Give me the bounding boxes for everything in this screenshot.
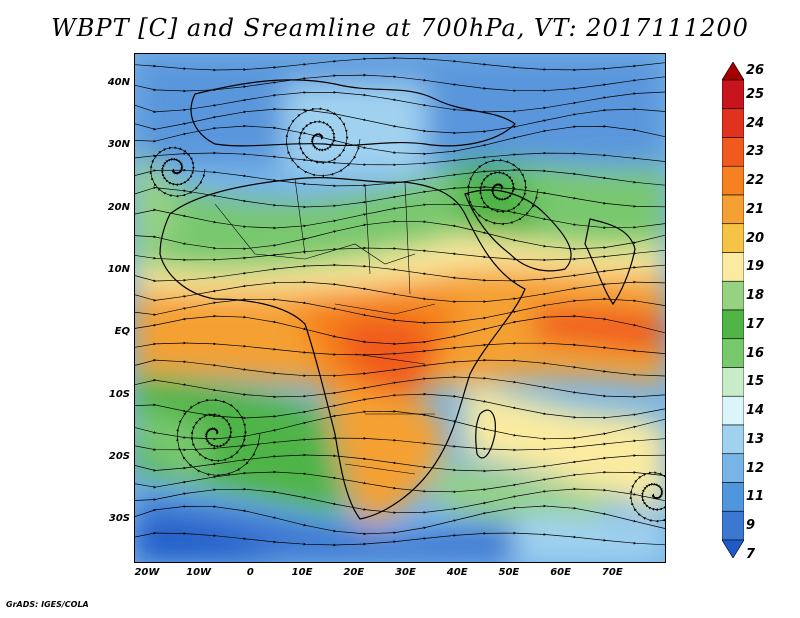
colorbar-segment [722,510,744,541]
streamline [135,263,665,283]
streamline [135,185,665,209]
colorbar-bottom-arrow [722,539,744,558]
lon-tick-label: 10W [186,567,212,578]
colorbar-label: 21 [746,201,765,217]
colorbar [722,62,744,558]
lon-tick-label: 30E [395,567,416,578]
streamline [135,375,665,399]
colorbar-segment [722,367,744,397]
colorbar-label: 20 [746,230,765,246]
colorbar-segment [722,252,744,282]
colorbar-label: 11 [746,489,765,505]
colorbar-segment [722,165,744,196]
map-plot-area [134,53,666,563]
streamline [135,358,665,378]
wbpt-shading [135,54,665,562]
colorbar-label: 12 [746,460,765,476]
colorbar-label: 25 [746,86,765,102]
lat-tick-label: 20S [108,451,130,463]
colorbar-segment [722,395,744,426]
colorbar-label: 7 [746,546,756,562]
colorbar-label: 13 [746,431,765,447]
lat-tick-label: EQ [114,326,130,338]
streamline [285,107,361,178]
colorbar-label: 9 [746,518,756,533]
streamline [176,398,261,477]
colorbar-segment [722,338,744,368]
colorbar-label: 23 [746,144,765,160]
colorbar-segment [722,223,744,253]
credit-text: GrADS: IGES/COLA [6,600,89,609]
streamline [135,531,665,547]
colorbar-label: 16 [746,345,765,361]
lon-tick-label: 10E [291,567,313,578]
colorbar-label: 22 [746,173,765,188]
streamline [135,168,665,188]
colorbar-segment [722,79,744,110]
streamline [629,471,665,523]
colorbar-label: 17 [746,316,765,332]
colorbar-segment [722,482,744,512]
streamline [135,280,665,304]
colorbar-segment [722,194,744,225]
chart-title: WBPT [C] and Sreamline at 700hPa, VT: 20… [51,14,749,42]
colorbar-segment [722,453,744,483]
streamline [135,246,665,262]
lat-tick-label: 10S [108,388,130,400]
lat-tick-label: 20N [107,201,130,213]
lon-tick-label: 0 [246,567,254,578]
lon-tick-label: 40E [446,567,468,578]
streamline [135,151,665,167]
streamline [135,73,665,93]
colorbar-top-arrow [722,62,744,81]
colorbar-label: 26 [746,63,765,78]
streamlines [135,56,665,547]
streamline [135,90,665,114]
lat-tick-label: 10N [107,264,130,276]
streamline [135,341,665,357]
colorbar-segment [722,108,744,138]
colorbar-label: 14 [746,403,765,418]
colorbar-segment [722,137,744,167]
lat-tick-label: 30S [108,513,130,525]
lon-tick-label: 20W [134,567,160,578]
colorbar-label: 15 [746,374,765,390]
colorbar-label: 18 [746,288,765,303]
wbpt-streamline-map [135,54,665,562]
lon-tick-label: 70E [601,567,623,578]
lon-tick-label: 50E [498,567,520,578]
colorbar-segment [722,424,744,455]
colorbar-segment [722,309,744,340]
streamline [135,56,665,72]
streamline [466,158,539,226]
lat-tick-label: 40N [107,77,130,89]
colorbar-label: 19 [746,259,765,275]
colorbar-segment [722,280,744,311]
lon-tick-label: 20E [343,567,365,578]
lat-tick-label: 30N [107,139,130,151]
colorbar-label: 24 [746,115,765,131]
lon-tick-label: 60E [550,567,571,578]
streamline [149,146,206,198]
